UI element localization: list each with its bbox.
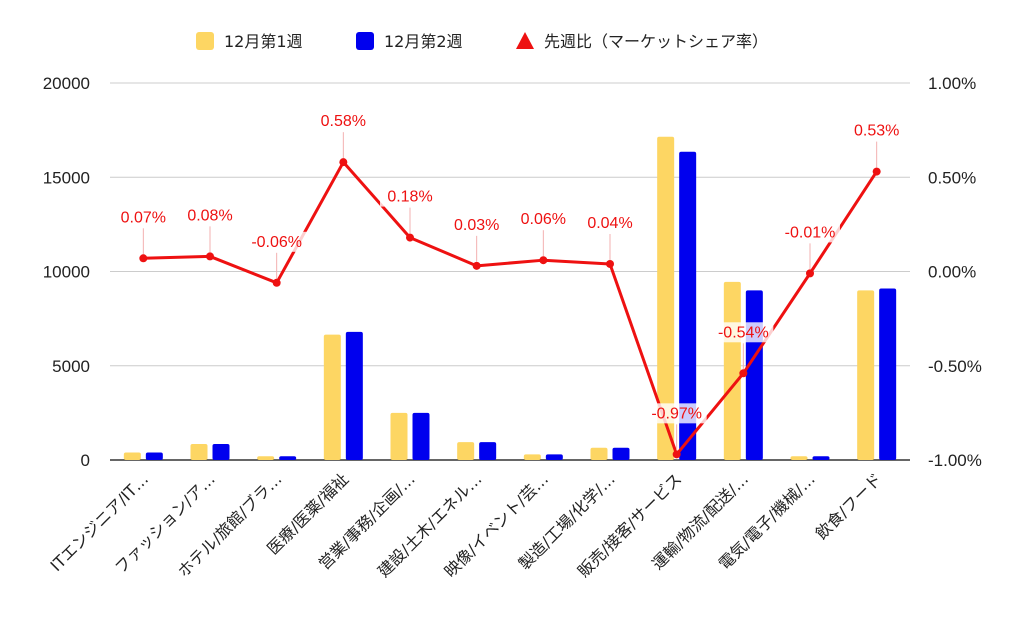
ratio-point: [539, 256, 548, 265]
x-category-label: 飲食/フード: [812, 469, 886, 543]
bar-week1: [457, 442, 475, 460]
data-label: 0.58%: [321, 113, 366, 130]
data-label-bg: [246, 231, 307, 252]
ratio-point: [872, 167, 881, 176]
data-label-bg: [780, 222, 840, 243]
data-label: -0.54%: [718, 324, 769, 341]
bar-week1: [390, 412, 408, 460]
bar-week2: [879, 288, 897, 460]
ratio-point: [206, 252, 214, 261]
ratio-point: [472, 261, 481, 270]
bar-week2: [745, 290, 763, 460]
bar-week2: [279, 456, 297, 460]
bar-week2: [145, 452, 163, 460]
legend-label-ratio: 先週比（マーケットシェア率）: [544, 32, 768, 51]
data-label-bg: [313, 111, 374, 132]
data-label-bg: [446, 214, 507, 235]
data-label: -0.06%: [251, 234, 302, 251]
gridlines: [110, 82, 910, 367]
legend-label-week1: 12月第1週: [224, 32, 303, 51]
ratio-point: [339, 158, 348, 167]
y-right-tick-label: 0.50%: [928, 168, 976, 187]
legend: 12月第1週 12月第2週 先週比（マーケットシェア率）: [196, 32, 768, 51]
legend-swatch-week1: [196, 32, 214, 50]
bar-week1: [190, 443, 208, 460]
bar-week1: [523, 454, 541, 460]
data-label-bg: [513, 209, 574, 230]
data-label: 0.18%: [387, 189, 432, 206]
bar-week1: [123, 452, 141, 460]
bar-week1: [790, 456, 808, 460]
y-left-tick-label: 10000: [43, 263, 90, 282]
bar-week2: [612, 447, 630, 460]
ratio-point: [672, 450, 681, 459]
bar-week1: [323, 334, 341, 460]
bar-week1: [257, 456, 275, 460]
y-left-tick-label: 0: [81, 451, 90, 470]
ratio-point: [406, 233, 414, 242]
data-label-bg: [646, 403, 707, 424]
data-label: 0.08%: [187, 207, 232, 224]
bar-week2: [412, 412, 430, 460]
bar-week2: [679, 151, 697, 461]
y-right-tick-label: -0.50%: [928, 357, 982, 376]
ratio-point: [272, 278, 281, 287]
data-label: 0.07%: [121, 209, 166, 226]
bar-week2: [212, 443, 230, 460]
bar-week1: [723, 281, 741, 460]
data-label-bg: [713, 322, 774, 343]
data-label: -0.01%: [785, 224, 836, 241]
legend-triangle-icon: [516, 32, 534, 49]
bar-week1: [857, 290, 875, 460]
bar-week2: [345, 331, 363, 460]
bar-week2: [479, 442, 497, 460]
ratio-line: [143, 160, 878, 456]
legend-swatch-week2: [356, 32, 374, 50]
bar-week2: [545, 454, 563, 460]
bars: [123, 136, 897, 461]
bar-week1: [657, 136, 675, 460]
y-right-tick-label: 0.00%: [928, 263, 976, 282]
data-label-bg: [846, 120, 907, 141]
legend-label-week2: 12月第2週: [384, 32, 463, 51]
data-label-bg: [380, 186, 440, 207]
y-left-tick-label: 20000: [43, 74, 90, 93]
bar-week1: [590, 447, 608, 460]
ratio-series: 0.07% 0.08% -0.06% 0.58% 0.18% 0.03% 0.06% 0.04…: [113, 111, 907, 459]
y-left-tick-label: 5000: [52, 357, 90, 376]
data-label: 0.53%: [854, 123, 899, 140]
ratio-point: [739, 369, 748, 378]
data-label: 0.04%: [587, 215, 632, 232]
bar-week2: [812, 456, 830, 460]
ratio-point: [606, 259, 614, 268]
data-label-bg: [580, 212, 640, 233]
y-right-tick-label: 1.00%: [928, 74, 976, 93]
data-label: 0.06%: [521, 211, 566, 228]
ratio-point: [139, 254, 148, 263]
ratio-point: [806, 269, 814, 278]
y-right-tick-label: -1.00%: [928, 451, 982, 470]
data-label: 0.03%: [454, 217, 499, 234]
data-label: -0.97%: [651, 405, 702, 422]
y-left-tick-label: 15000: [43, 168, 90, 187]
data-label-bg: [113, 207, 174, 228]
data-label-bg: [180, 205, 240, 226]
